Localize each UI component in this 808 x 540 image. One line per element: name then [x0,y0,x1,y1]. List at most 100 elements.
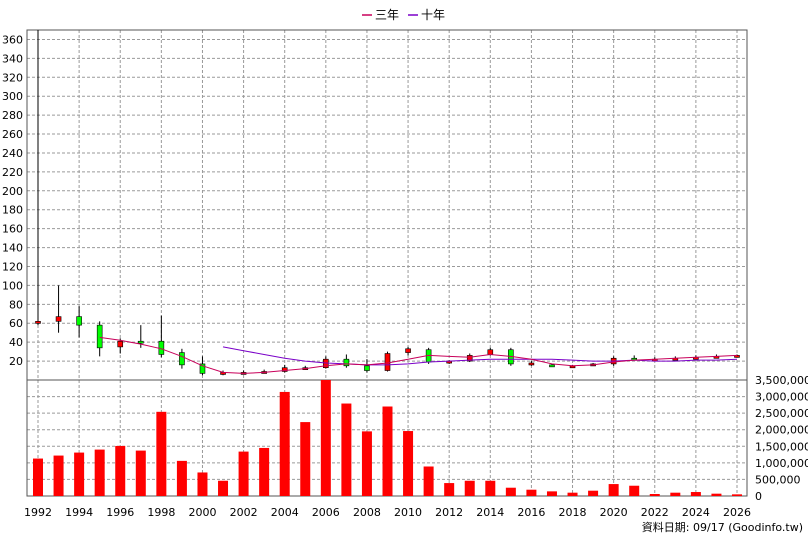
ma-3y-line [99,336,738,374]
moving-average-lines [99,336,738,374]
volume-tick-label: 3,000,000 [755,391,808,404]
axis-labels: 1992 1994 1996 1998 2000 2002 2004 2006 2008 2010… [2,33,808,519]
price-tick-label: 320 [2,71,23,84]
x-tick-label: 2018 [559,506,587,519]
volume-tick-label: 3,500,000 [755,374,808,387]
price-tick-label: 280 [2,109,23,122]
price-tick-label: 60 [9,317,23,330]
price-tick-label: 220 [2,166,23,179]
candle-body [384,353,391,371]
grid [27,30,747,497]
candle-body [158,340,165,355]
candle-body [549,364,555,368]
x-tick-label: 2024 [682,506,710,519]
volume-bar [259,447,270,496]
volume-bar [670,492,681,496]
volume-bar [197,472,208,496]
price-tick-label: 340 [2,52,23,65]
candle-body [76,316,82,326]
price-tick-label: 80 [9,298,23,311]
volume-tick-label: 1,500,000 [755,440,808,453]
volume-bar [567,492,578,496]
price-tick-label: 140 [2,242,23,255]
volume-bar [382,406,393,496]
volume-bar [53,455,64,496]
price-tick-label: 360 [2,33,23,46]
candle-body [487,349,494,355]
x-tick-label: 2022 [641,506,669,519]
volume-bar [33,458,43,496]
x-tick-label: 1994 [65,506,93,519]
volume-bar [690,492,701,496]
price-tick-label: 20 [9,355,23,368]
price-tick-label: 260 [2,128,23,141]
volume-bar [238,451,249,496]
x-tick-label: 2026 [723,506,751,519]
legend-label-10y: 十年 [421,8,445,22]
ma-10y-line [222,346,738,366]
volume-bar [649,494,660,496]
candle-body [137,340,144,344]
volume-tick-label: 0 [755,490,762,503]
candle-body [55,316,62,322]
volume-bar [218,480,229,496]
volume-bar [423,466,434,496]
volume-bar [176,460,187,496]
volume-bar [74,452,85,496]
volume-bar [629,485,640,496]
volume-bar [156,411,167,496]
candle-body [35,321,41,324]
x-tick-label: 2020 [600,506,628,519]
x-tick-label: 2012 [435,506,463,519]
volume-tick-label: 2,000,000 [755,424,808,437]
volume-bar [300,422,311,496]
candle-body [281,367,288,372]
legend: 三年 十年 [362,8,445,22]
x-tick-label: 1998 [147,506,175,519]
x-tick-label: 2006 [312,506,340,519]
x-tick-label: 1996 [106,506,134,519]
candle-body [199,363,206,374]
x-tick-label: 1992 [24,506,52,519]
x-tick-label: 2002 [230,506,258,519]
volume-bar [341,403,352,496]
x-tick-label: 2010 [394,506,422,519]
volume-bar [505,487,516,496]
x-tick-label: 2000 [188,506,216,519]
candle-body [405,348,411,353]
volume-bar [732,494,742,496]
candle-body [117,340,124,348]
volume-bar [115,445,126,496]
price-tick-label: 40 [9,336,23,349]
price-tick-label: 160 [2,223,23,236]
price-tick-label: 120 [2,260,23,273]
candle-body [343,358,350,367]
volume-bar [320,380,331,496]
volume-bar [608,484,619,496]
volume-tick-label: 2,500,000 [755,407,808,420]
candle-body [364,365,370,371]
volume-bars [33,380,742,496]
volume-bar [485,480,496,496]
price-tick-label: 300 [2,90,23,103]
candle-body [528,362,535,366]
volume-bar [135,450,146,496]
legend-label-3y: 三年 [375,8,399,22]
volume-bar [588,490,599,496]
volume-bar [464,480,475,496]
x-tick-label: 2004 [271,506,299,519]
volume-bar [94,449,105,496]
candle-body [96,324,103,349]
price-tick-label: 240 [2,147,23,160]
volume-bar [444,483,455,496]
candle-body [179,352,185,366]
candle-body [466,355,473,362]
price-tick-label: 200 [2,185,23,198]
volume-bar [403,431,414,496]
data-date-footer: 資料日期: 09/17 (Goodinfo.tw) [642,520,803,534]
volume-tick-label: 1,000,000 [755,457,808,470]
volume-bar [546,491,557,496]
volume-bar [711,493,722,496]
x-tick-label: 2016 [517,506,545,519]
